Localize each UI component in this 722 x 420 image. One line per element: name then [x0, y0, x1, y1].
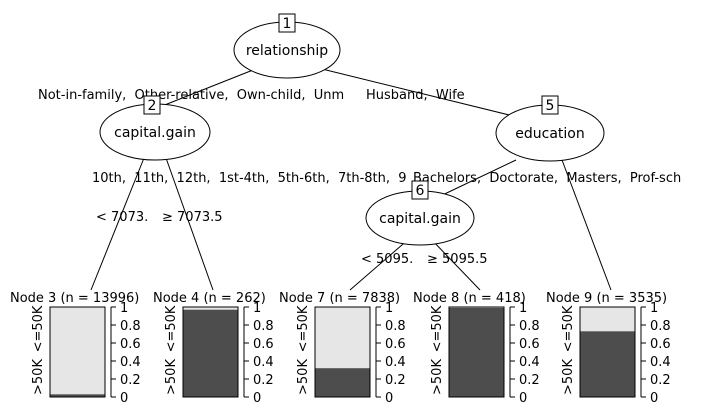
- edge-label-6-right: ≥ 5095.5: [427, 252, 488, 267]
- leaf-tick-label: 0.6: [120, 337, 141, 352]
- leaf-bar-dark: [50, 394, 105, 397]
- leaf-class-label-bottom: >50K: [430, 359, 445, 395]
- leaf-tick-label: 0.4: [253, 355, 274, 370]
- leaf-title: Node 8 (n = 418): [413, 291, 526, 306]
- leaf-class-label-bottom: >50K: [31, 359, 46, 395]
- leaf-tick-label: 0: [253, 391, 261, 406]
- leaf-bar-dark: [580, 331, 635, 397]
- edge-2-4: [165, 157, 214, 291]
- leaf-bar-light: [315, 307, 370, 369]
- leaf-tick-label: 1: [120, 301, 128, 316]
- leaf-tick-label: 0.8: [253, 319, 274, 334]
- leaf-class-label-top: <=50K: [561, 305, 576, 352]
- leaf-tick-label: 0.4: [385, 355, 406, 370]
- edge-6-7: [349, 237, 411, 291]
- leaf-panel-4: Node 9 (n = 3535) 0 0.2 0.4 0.6 0.8 1 <=50K >50K: [546, 291, 671, 406]
- leaf-tick-label: 0.2: [253, 373, 274, 388]
- leaf-tick-label: 1: [253, 301, 261, 316]
- leaf-tick-label: 0.8: [385, 319, 406, 334]
- edge-label-6-left: < 5095.: [361, 252, 413, 267]
- edge-label-5-right: Bachelors, Doctorate, Masters, Prof-sch: [413, 171, 681, 186]
- leaf-bar-frame: [314, 306, 371, 398]
- node-2-id-box: [143, 95, 161, 115]
- edge-label-2-right: ≥ 7073.5: [162, 210, 223, 225]
- leaf-tick-label: 0: [650, 391, 658, 406]
- leaf-tick-label: 0.2: [650, 373, 671, 388]
- leaf-class-label-top: <=50K: [296, 305, 311, 352]
- leaf-tick-label: 0.2: [120, 373, 141, 388]
- leaf-bar-light: [50, 307, 105, 395]
- leaf-bar-frame: [448, 306, 505, 398]
- node-1-label: relationship: [246, 43, 328, 59]
- edge-labels: Not-in-family, Other-relative, Own-child…: [38, 88, 681, 267]
- leaf-tick-label: 1: [650, 301, 658, 316]
- edge-1-2: [151, 69, 254, 111]
- leaf-tick-label: 0.8: [650, 319, 671, 334]
- leaf-nodes: Node 3 (n = 13996) 0 0.2 0.4 0.6 0.8 1 <=50K >50…: [10, 291, 671, 406]
- leaf-bar-frame: [49, 306, 106, 398]
- leaf-class-label-bottom: >50K: [164, 359, 179, 395]
- leaf-bar-dark: [183, 309, 238, 397]
- leaf-bar-frame: [579, 306, 636, 398]
- node-2-id: 2: [148, 98, 157, 114]
- leaf-tick-label: 0.4: [519, 355, 540, 370]
- edge-label-2-left: < 7073.: [96, 210, 148, 225]
- leaf-tick-label: 0.2: [519, 373, 540, 388]
- leaf-class-label-bottom: >50K: [296, 359, 311, 395]
- leaf-tick-label: 0: [519, 391, 527, 406]
- edge-5-9: [561, 159, 612, 291]
- leaf-tick-label: 1: [385, 301, 393, 316]
- leaf-title: Node 9 (n = 3535): [546, 291, 667, 306]
- leaf-panel-2: Node 7 (n = 7838) 0 0.2 0.4 0.6 0.8 1 <=50K >50K: [279, 291, 406, 406]
- node-6-label: capital.gain: [379, 211, 461, 227]
- node-2-label: capital.gain: [114, 125, 196, 141]
- leaf-tick-label: 0.2: [385, 373, 406, 388]
- leaf-bar-frame: [182, 306, 239, 398]
- node-1-id-box: [278, 13, 296, 33]
- leaf-bar-dark: [449, 307, 504, 397]
- edge-5-6: [431, 159, 517, 201]
- leaf-tick-label: 0.6: [253, 337, 274, 352]
- leaf-class-label-top: <=50K: [430, 305, 445, 352]
- leaf-bar-dark: [315, 368, 370, 397]
- leaf-panel-1: Node 4 (n = 262) 0 0.2 0.4 0.6 0.8 1 <=50K >50K: [153, 291, 274, 406]
- leaf-bar-light: [580, 307, 635, 332]
- node-id-boxes: 1 2 5 6: [143, 13, 559, 200]
- leaf-title: Node 7 (n = 7838): [279, 291, 400, 306]
- leaf-tick-label: 0.6: [385, 337, 406, 352]
- leaf-tick-label: 0.4: [120, 355, 141, 370]
- edge-2-3: [90, 157, 145, 291]
- node-1-id: 1: [283, 16, 292, 32]
- leaf-tick-label: 0.8: [120, 319, 141, 334]
- edge-label-1-left: Not-in-family, Other-relative, Own-child…: [38, 88, 344, 103]
- leaf-tick-label: 0.4: [650, 355, 671, 370]
- edge-6-8: [429, 237, 481, 291]
- leaf-class-label-top: <=50K: [31, 305, 46, 352]
- leaf-tick-label: 0: [120, 391, 128, 406]
- inner-nodes: relationship capital.gain education capi…: [99, 21, 605, 246]
- leaf-panel-0: Node 3 (n = 13996) 0 0.2 0.4 0.6 0.8 1 <=50K >50…: [10, 291, 141, 406]
- node-5-id: 5: [546, 98, 555, 114]
- node-6-id-box: [411, 180, 429, 200]
- leaf-tick-label: 0.8: [519, 319, 540, 334]
- leaf-class-label-top: <=50K: [164, 305, 179, 352]
- leaf-tick-label: 0.6: [519, 337, 540, 352]
- leaf-title: Node 3 (n = 13996): [10, 291, 139, 306]
- node-5-label: education: [515, 126, 584, 142]
- leaf-panel-3: Node 8 (n = 418) 0 0.2 0.4 0.6 0.8 1 <=50K >50K: [413, 291, 540, 406]
- edge-label-1-right: Husband, Wife: [366, 88, 465, 103]
- edge-label-5-left: 10th, 11th, 12th, 1st-4th, 5th-6th, 7th-…: [92, 171, 407, 186]
- leaf-tick-label: 0: [385, 391, 393, 406]
- node-6-id: 6: [416, 183, 425, 199]
- leaf-title: Node 4 (n = 262): [153, 291, 266, 306]
- leaf-tick-label: 0.6: [650, 337, 671, 352]
- node-5-id-box: [541, 95, 559, 115]
- leaf-class-label-bottom: >50K: [561, 359, 576, 395]
- leaf-tick-label: 1: [519, 301, 527, 316]
- leaf-bar-light: [183, 307, 238, 310]
